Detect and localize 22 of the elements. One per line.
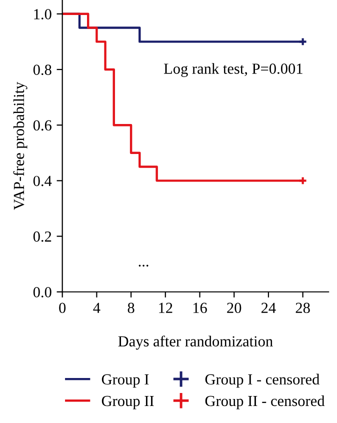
y-tick-label: 0.6 [33, 120, 52, 131]
x-tick-label: 28 [296, 302, 310, 314]
x-tick-label: 24 [261, 302, 276, 313]
y-tick-label: 1.0 [34, 9, 52, 20]
annotation: ... [138, 264, 148, 267]
y-tick-label: 0.4 [33, 176, 52, 186]
legend-label: Group II - censored [205, 395, 325, 410]
legend-label: Group I - censored [205, 374, 320, 388]
legend-label: Group I [102, 374, 149, 388]
x-tick-label: 16 [193, 302, 207, 314]
legend-label: Group II [102, 396, 154, 410]
x-axis-title: Days after randomization [118, 336, 273, 350]
y-axis-title: VAP-free probability [13, 82, 28, 210]
x-tick-label: 20 [227, 302, 242, 314]
y-tick-label: 0.2 [33, 231, 52, 242]
x-tick-label: 8 [128, 302, 134, 314]
annotation: Log rank test, P=0.001 [164, 63, 302, 77]
y-tick-label: 0.0 [33, 287, 52, 298]
x-tick-label: 0 [59, 302, 66, 314]
y-tick-label: 0.8 [33, 64, 52, 76]
x-tick-label: 12 [159, 302, 172, 313]
x-tick-label: 4 [93, 302, 100, 313]
